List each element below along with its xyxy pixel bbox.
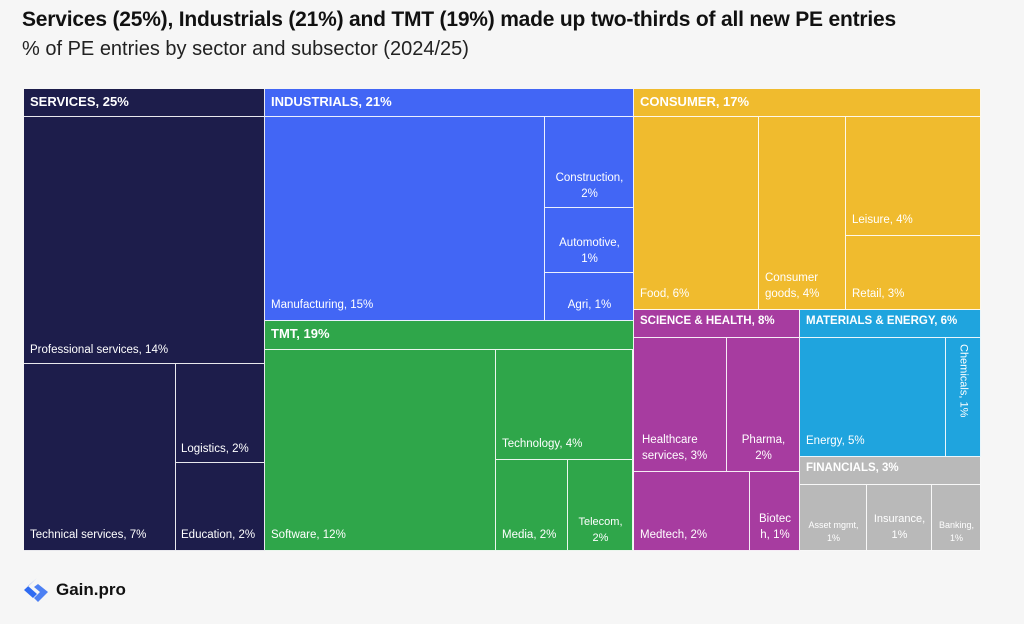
treemap-tile-label: Banking, 1% bbox=[938, 520, 975, 543]
treemap-tile-label: Media, 2% bbox=[502, 529, 557, 541]
treemap-tile-label: Telecom, 2% bbox=[578, 516, 623, 544]
treemap-tile-label: Insurance, 1% bbox=[873, 513, 926, 541]
treemap-tile-label: Energy, 5% bbox=[806, 435, 865, 447]
treemap-tile-label: Chemicals, 1% bbox=[957, 344, 970, 418]
treemap-tile-logistics bbox=[176, 364, 265, 463]
treemap-tile-telecom bbox=[568, 460, 633, 551]
sector-header-industrials: INDUSTRIALS, 21% bbox=[265, 89, 634, 117]
treemap-tile-label: Pharma, 2% bbox=[741, 434, 786, 462]
gain-pro-logo-text: Gain.pro bbox=[56, 580, 126, 599]
treemap-tile-medtech bbox=[634, 472, 750, 551]
treemap-tile-label: Biotec h, 1% bbox=[759, 513, 791, 541]
gain-pro-logo-icon bbox=[24, 578, 48, 602]
treemap-tile-energy bbox=[800, 338, 946, 457]
treemap-tile-label: Technology, 4% bbox=[502, 438, 583, 450]
treemap-tile-technical bbox=[24, 364, 176, 551]
sector-header-science-health: SCIENCE & HEALTH, 8% bbox=[634, 310, 800, 338]
treemap-tile-consumer-goods bbox=[759, 117, 846, 310]
treemap-tile-automotive bbox=[545, 208, 634, 273]
treemap-tile-asset-mgmt bbox=[800, 485, 867, 551]
treemap-tile-label: Automotive, 1% bbox=[559, 237, 620, 265]
treemap-tile-pharma bbox=[727, 338, 800, 472]
treemap-tile-retail bbox=[846, 236, 981, 310]
treemap-tile-label: Professional services, 14% bbox=[30, 344, 169, 356]
treemap-tile-healthcare-services bbox=[634, 338, 727, 472]
treemap-tile-chemicals bbox=[946, 338, 981, 457]
treemap-tile-label: Consumer goods, 4% bbox=[765, 272, 820, 300]
gain-pro-logo: Gain.pro bbox=[24, 576, 126, 604]
treemap-tile-label: Medtech, 2% bbox=[640, 529, 708, 541]
treemap-tile-technology bbox=[496, 350, 633, 460]
treemap-tile-food bbox=[634, 117, 759, 310]
treemap-tile-label: Manufacturing, 15% bbox=[271, 299, 374, 311]
treemap-tile-label: Asset mgmt, 1% bbox=[808, 520, 859, 543]
treemap-tile-label: Technical services, 7% bbox=[30, 529, 147, 541]
treemap-tile-label: Construction, 2% bbox=[555, 172, 624, 200]
treemap-tile-agri bbox=[545, 273, 634, 321]
treemap-tile-leisure bbox=[846, 117, 981, 236]
treemap-tile-software bbox=[265, 350, 496, 551]
treemap-tile-banking bbox=[932, 485, 981, 551]
treemap-tile-label: Leisure, 4% bbox=[852, 214, 913, 226]
treemap-tile-label: Software, 12% bbox=[271, 529, 346, 541]
sector-header-services: SERVICES, 25% bbox=[24, 89, 265, 117]
chart-title: Services (25%), Industrials (21%) and TM… bbox=[22, 8, 896, 31]
chart-subtitle: % of PE entries by sector and subsector … bbox=[22, 38, 469, 60]
sector-header-financials: FINANCIALS, 3% bbox=[800, 457, 981, 485]
sector-header-tmt: TMT, 19% bbox=[265, 321, 634, 350]
treemap-tile-biotech bbox=[750, 472, 800, 551]
treemap-tile-label: Logistics, 2% bbox=[181, 443, 249, 455]
sector-header-materials-energy: MATERIALS & ENERGY, 6% bbox=[800, 310, 981, 338]
treemap-tile-construction bbox=[545, 117, 634, 208]
treemap-tile-insurance bbox=[867, 485, 932, 551]
treemap-tile-professional bbox=[24, 117, 265, 364]
sector-header-consumer: CONSUMER, 17% bbox=[634, 89, 981, 117]
treemap-tile-label: Food, 6% bbox=[640, 288, 690, 300]
treemap-tile-label: Agri, 1% bbox=[567, 299, 612, 311]
treemap-tile-education bbox=[176, 463, 265, 551]
treemap-tile-label: Education, 2% bbox=[181, 529, 256, 541]
treemap-tile-label: Healthcare services, 3% bbox=[642, 434, 708, 462]
treemap-tile-label: Retail, 3% bbox=[852, 288, 905, 300]
treemap-tile-media bbox=[496, 460, 568, 551]
treemap-tile-manufacturing bbox=[265, 117, 545, 321]
